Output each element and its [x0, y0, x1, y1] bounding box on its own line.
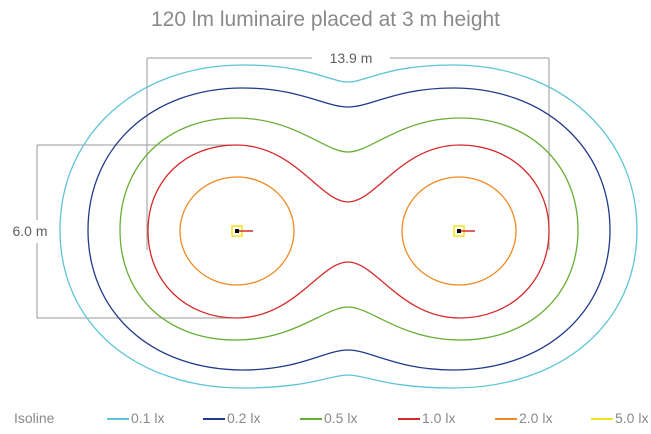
legend-item: 0.2 lx	[203, 410, 260, 426]
legend-label: 0.2 lx	[227, 410, 260, 426]
isoline-0-2	[87, 87, 611, 371]
legend-item: 2.0 lx	[495, 410, 552, 426]
diagram-title: 120 lm luminaire placed at 3 m height	[150, 8, 501, 31]
isoline-0-5	[119, 117, 579, 341]
legend-label: 1.0 lx	[422, 410, 455, 426]
height-dimension: 6.0 m	[12, 144, 232, 319]
width-dimension: 13.9 m	[146, 50, 550, 250]
height-label: 6.0 m	[12, 223, 47, 239]
isolines	[59, 64, 638, 389]
legend-item: 0.5 lx	[300, 410, 357, 426]
legend-label: 5.0 lx	[615, 410, 648, 426]
legend-item: 0.1 lx	[107, 410, 164, 426]
luminaire-right	[453, 225, 475, 237]
luminaire-body-right	[457, 229, 461, 233]
legend-label: 0.1 lx	[131, 410, 164, 426]
legend-label: 0.5 lx	[324, 410, 357, 426]
legend: Isoline 0.1 lx 0.2 lx 0.5 lx 1.0 lx 2.0 …	[14, 410, 648, 426]
isoline-2-0-left	[179, 176, 295, 286]
isoline-0-1	[59, 64, 638, 389]
legend-label: 2.0 lx	[519, 410, 552, 426]
luminaire-left	[231, 225, 253, 237]
width-label: 13.9 m	[330, 50, 373, 66]
legend-item: 1.0 lx	[398, 410, 455, 426]
isoline-1-0	[147, 144, 550, 319]
isoline-2-0-right	[401, 176, 517, 286]
legend-title: Isoline	[14, 410, 55, 426]
luminaire-body-left	[235, 229, 239, 233]
legend-item: 5.0 lx	[591, 410, 648, 426]
